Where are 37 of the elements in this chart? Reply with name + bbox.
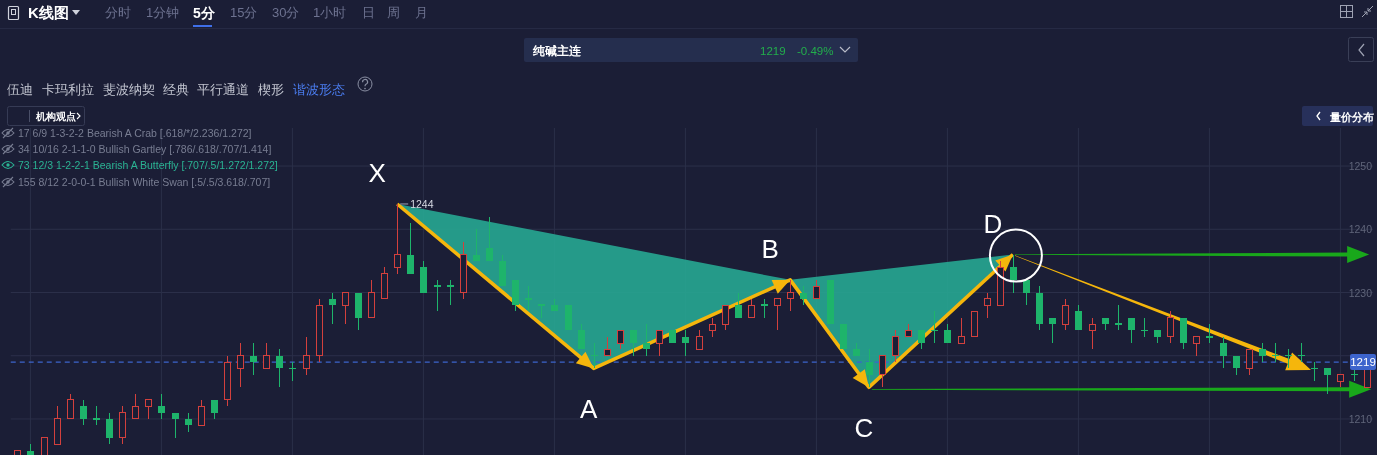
annotation: 73 12/3 1-2-2-1 Bearish A Butterfly [.707/.5/1.272/1.272] [18,159,278,171]
text: 30分 [272,5,300,20]
text: 分时 [105,5,131,20]
annotation: 155 8/12 2-0-0-1 Bullish White Swan [.5/.5/3.618/.707] [18,176,271,188]
text: 伍迪 [7,82,33,97]
text: 1小时 [313,5,347,20]
y-tick-label: 1230 [1348,286,1373,299]
text: 1244 [410,197,434,210]
y-tick-label: 1210 [1348,412,1373,425]
text: 周 [387,5,400,20]
data-label: X [368,157,386,188]
data-label: C [854,413,874,444]
data-label: B [761,233,779,264]
y-tick-label: 1240 [1348,223,1373,236]
text: 5分 [193,5,215,21]
text: 15分 [230,5,258,20]
annotation: 34 10/16 2-1-1-0 Bullish Gartley [.786/.618/.707/1.414] [18,143,272,155]
ref-tag: 1219 [1350,354,1376,371]
text: -0.49% [797,44,834,57]
text: 卡玛利拉 [42,82,94,97]
annotation: 17 6/9 1-3-2-2 Bearish A Crab [.618/*/2.236/1.272] [18,127,252,139]
text: 月 [415,5,428,20]
text: 1219 [760,44,786,57]
text: 1分钟 [146,5,180,20]
chart-title: 纯碱主连 [532,44,582,58]
text: 经典 [163,82,189,97]
data-label: D [983,208,1003,239]
text: 平行通道 [197,82,249,97]
data-label: A [580,394,599,425]
text: 谐波形态 [293,82,345,97]
y-tick-label: 1250 [1348,160,1373,173]
text: 楔形 [258,82,284,97]
text: 量价分布 [1330,110,1374,123]
text: K线图 [28,4,69,21]
text: 机构观点 [36,110,76,122]
text: 日 [362,5,375,20]
text: 斐波纳契 [103,82,155,97]
